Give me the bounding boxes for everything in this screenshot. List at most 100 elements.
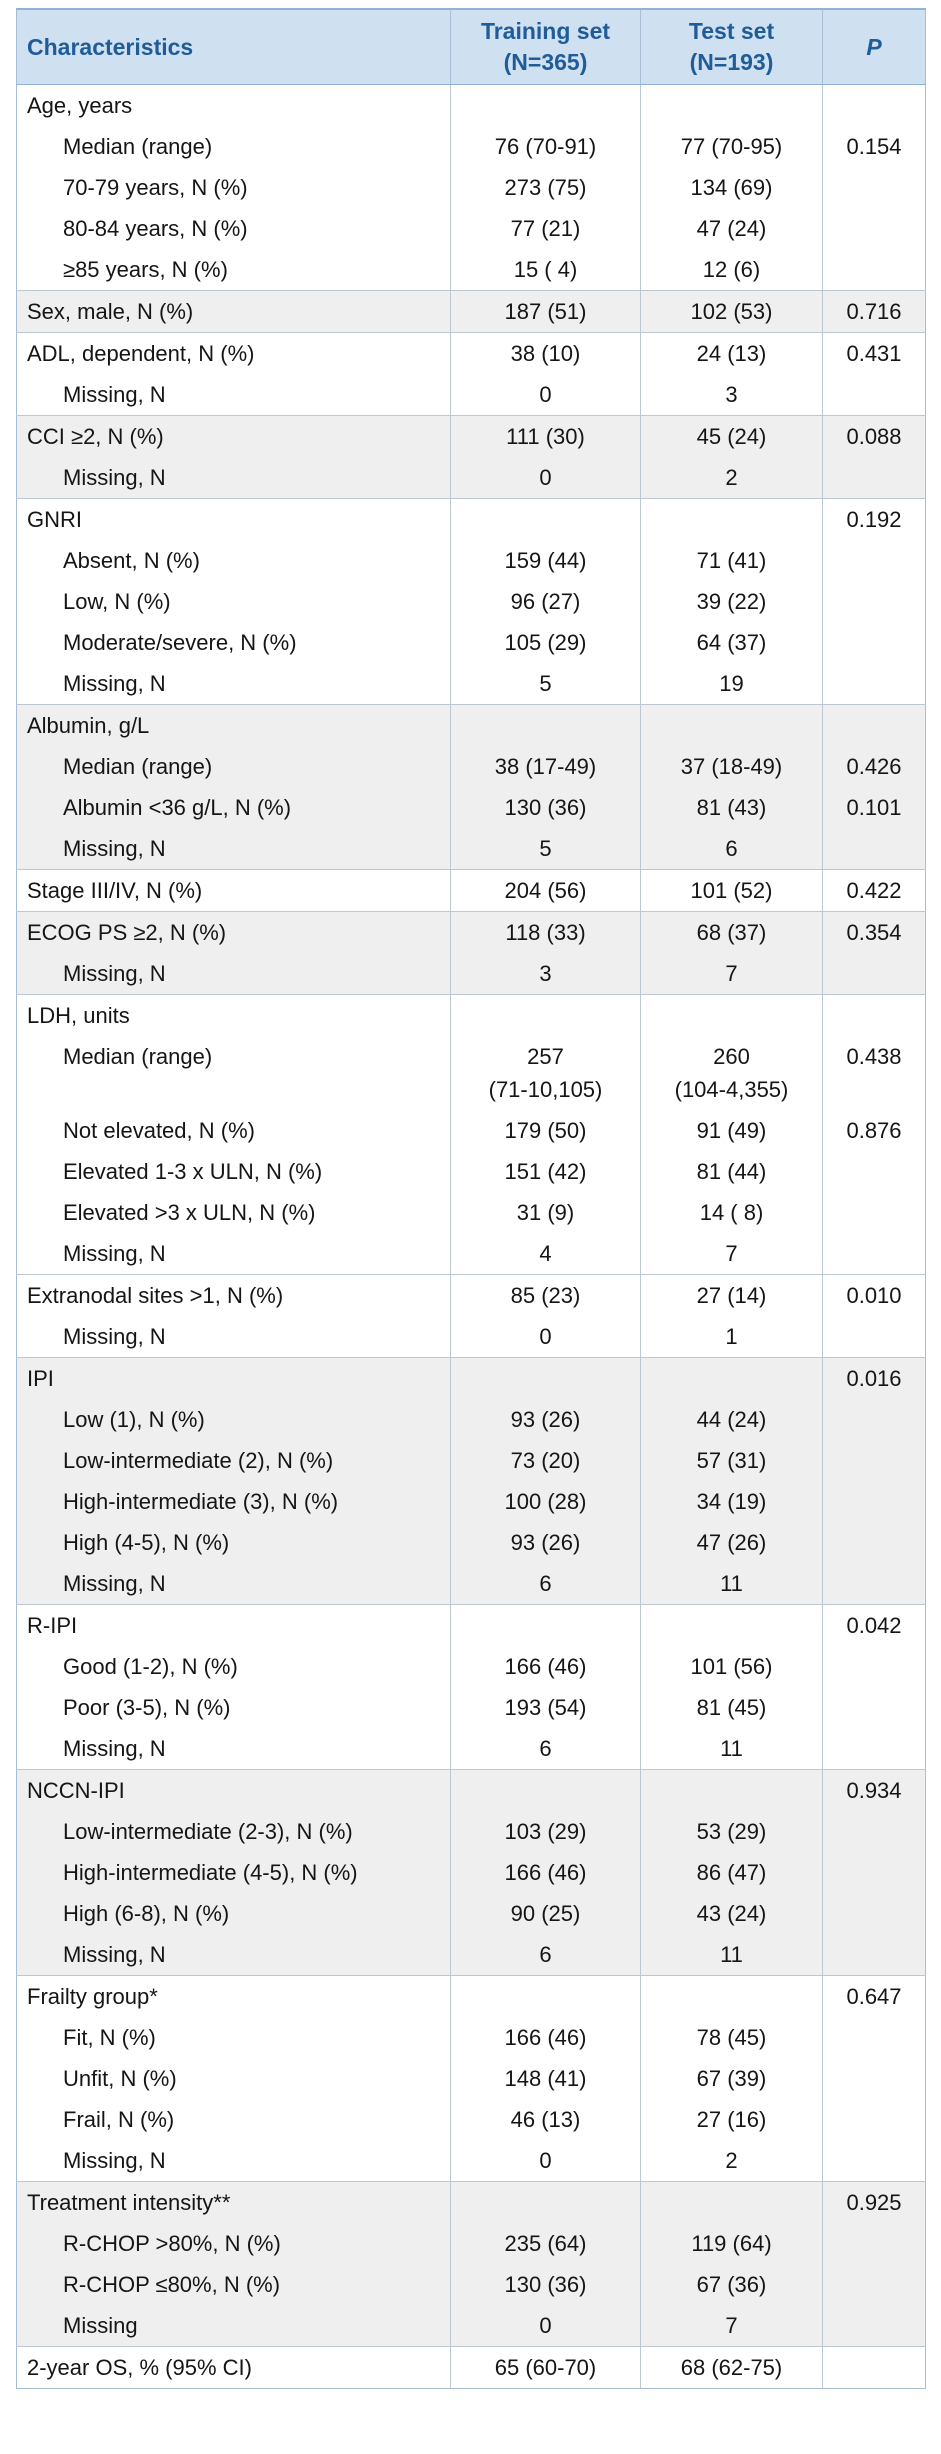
p-value [822, 208, 926, 250]
p-value: 0.426 [822, 746, 926, 788]
training-value: 118 (33) [450, 911, 641, 954]
test-value: 53 (29) [640, 1811, 823, 1853]
test-value: 44 (24) [640, 1399, 823, 1441]
row-label: Unfit, N (%) [16, 2058, 451, 2100]
p-value [822, 1440, 926, 1482]
p-value: 0.016 [822, 1357, 926, 1400]
training-value: 105 (29) [450, 622, 641, 664]
p-value: 0.438 [822, 1036, 926, 1111]
training-value: 6 [450, 1728, 641, 1770]
test-value [640, 84, 823, 127]
training-value: 77 (21) [450, 208, 641, 250]
p-value [822, 2346, 926, 2389]
p-value [822, 1316, 926, 1358]
table-row: Elevated >3 x ULN, N (%) 31 (9) 14 ( 8) [16, 1192, 926, 1234]
table-row: Moderate/severe, N (%) 105 (29) 64 (37) [16, 622, 926, 664]
table-row: High (4-5), N (%) 93 (26) 47 (26) [16, 1522, 926, 1564]
row-label: High-intermediate (3), N (%) [16, 1481, 451, 1523]
row-label: 70-79 years, N (%) [16, 167, 451, 209]
training-value: 6 [450, 1934, 641, 1976]
test-value: 27 (16) [640, 2099, 823, 2141]
test-value: 81 (45) [640, 1687, 823, 1729]
training-value: 46 (13) [450, 2099, 641, 2141]
p-value [822, 953, 926, 995]
row-label: ECOG PS ≥2, N (%) [16, 911, 451, 954]
test-value: 101 (52) [640, 869, 823, 912]
p-value [822, 1646, 926, 1688]
header-p-value: P [822, 9, 926, 86]
test-value: 11 [640, 1563, 823, 1605]
test-value [640, 704, 823, 747]
table-row: 80-84 years, N (%) 77 (21) 47 (24) [16, 208, 926, 250]
table-row: Poor (3-5), N (%) 193 (54) 81 (45) [16, 1687, 926, 1729]
row-label: Stage III/IV, N (%) [16, 869, 451, 912]
training-value: 96 (27) [450, 581, 641, 623]
p-value [822, 828, 926, 870]
training-value [450, 498, 641, 541]
p-value [822, 540, 926, 582]
training-value: 187 (51) [450, 290, 641, 333]
table-row: CCI ≥2, N (%) 111 (30) 45 (24) 0.088 [16, 415, 926, 458]
table-row: Missing 0 7 [16, 2305, 926, 2347]
training-value: 76 (70-91) [450, 126, 641, 168]
p-value [822, 1233, 926, 1275]
training-value: 93 (26) [450, 1399, 641, 1441]
test-value: 81 (43) [640, 787, 823, 829]
row-label: Sex, male, N (%) [16, 290, 451, 333]
table-row: Missing, N 6 11 [16, 1934, 926, 1976]
p-value [822, 1811, 926, 1853]
training-value: 5 [450, 663, 641, 705]
table-row: Low, N (%) 96 (27) 39 (22) [16, 581, 926, 623]
training-value: 38 (17-49) [450, 746, 641, 788]
row-label: Median (range) [16, 746, 451, 788]
table-row: Missing, N 6 11 [16, 1563, 926, 1605]
row-label: Low (1), N (%) [16, 1399, 451, 1441]
test-value: 260 (104-4,355) [640, 1036, 823, 1111]
p-value [822, 1563, 926, 1605]
p-value [822, 704, 926, 747]
test-value: 68 (37) [640, 911, 823, 954]
test-value: 19 [640, 663, 823, 705]
row-label: CCI ≥2, N (%) [16, 415, 451, 458]
p-value [822, 2264, 926, 2306]
p-value [822, 1399, 926, 1441]
p-value: 0.934 [822, 1769, 926, 1812]
test-value [640, 1357, 823, 1400]
table-row: Fit, N (%) 166 (46) 78 (45) [16, 2017, 926, 2059]
p-value [822, 2058, 926, 2100]
test-value: 43 (24) [640, 1893, 823, 1935]
test-value: 3 [640, 374, 823, 416]
table-row: ADL, dependent, N (%) 38 (10) 24 (13) 0.431 [16, 332, 926, 375]
training-value: 151 (42) [450, 1151, 641, 1193]
row-label: ≥85 years, N (%) [16, 249, 451, 291]
header-test-set: Test set (N=193) [640, 9, 823, 86]
row-label: Fit, N (%) [16, 2017, 451, 2059]
training-value: 5 [450, 828, 641, 870]
test-value: 12 (6) [640, 249, 823, 291]
training-value: 130 (36) [450, 787, 641, 829]
table-row: Extranodal sites >1, N (%) 85 (23) 27 (14)… [16, 1274, 926, 1317]
table-row: Not elevated, N (%) 179 (50) 91 (49) 0.876 [16, 1110, 926, 1152]
row-label: Albumin, g/L [16, 704, 451, 747]
p-value [822, 249, 926, 291]
test-value: 2 [640, 457, 823, 499]
training-value: 179 (50) [450, 1110, 641, 1152]
p-value [822, 2305, 926, 2347]
p-value [822, 374, 926, 416]
test-value: 57 (31) [640, 1440, 823, 1482]
p-value: 0.354 [822, 911, 926, 954]
test-value: 45 (24) [640, 415, 823, 458]
training-value: 130 (36) [450, 2264, 641, 2306]
table-body: Age, years Median (range) 76 (70-91) 77 (70… [16, 84, 926, 2389]
training-value: 273 (75) [450, 167, 641, 209]
table-row: Absent, N (%) 159 (44) 71 (41) [16, 540, 926, 582]
p-value [822, 1893, 926, 1935]
test-value: 101 (56) [640, 1646, 823, 1688]
table-row: Elevated 1-3 x ULN, N (%) 151 (42) 81 (44) [16, 1151, 926, 1193]
test-value: 78 (45) [640, 2017, 823, 2059]
row-label: R-IPI [16, 1604, 451, 1647]
test-value: 77 (70-95) [640, 126, 823, 168]
